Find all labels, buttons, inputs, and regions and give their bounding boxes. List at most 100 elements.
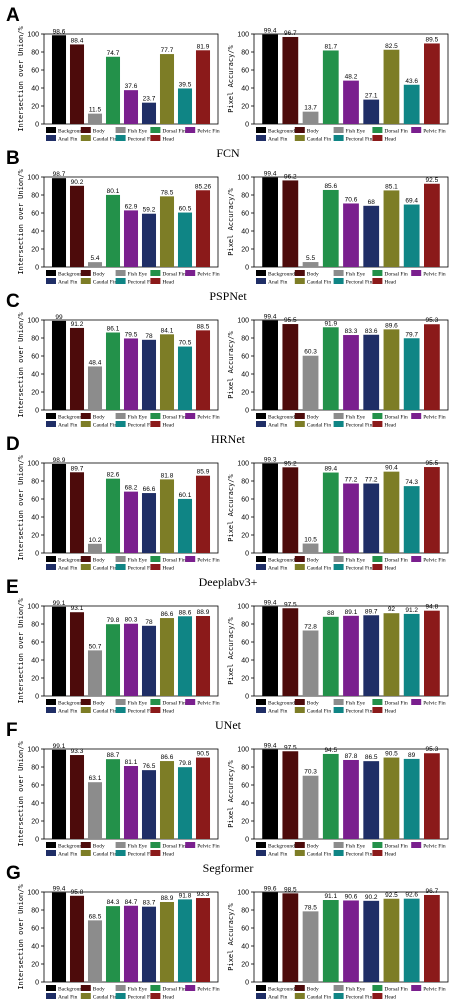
bar-value-label: 89 (408, 752, 416, 759)
y-tick-label: 100 (27, 318, 39, 325)
legend-label: Background (268, 272, 295, 278)
bar-fish-eye (87, 366, 103, 410)
y-tick-label: 40 (31, 86, 39, 93)
y-tick-label: 80 (31, 193, 39, 200)
bar-value-label: 94.8 (426, 604, 439, 611)
y-tick-label: 80 (241, 479, 249, 486)
legend-swatch (150, 556, 161, 562)
bar-dorsal-fin (105, 478, 121, 553)
bar-value-label: 77.2 (345, 477, 358, 484)
legend-swatch (46, 985, 56, 991)
legend-label: Head (162, 995, 174, 999)
bar-dorsal-fin (322, 327, 339, 410)
bar-anal-fin (141, 770, 157, 839)
legend-label: Fish Eye (346, 129, 366, 135)
bar-fish-eye (302, 775, 319, 839)
y-tick-label: 0 (35, 265, 39, 272)
y-tick-label: 40 (241, 944, 249, 951)
bar-value-label: 81.8 (161, 472, 174, 479)
legend-swatch (150, 270, 161, 276)
bar-caudal-fin (159, 479, 175, 553)
y-tick-label: 100 (237, 604, 249, 611)
bar-head (195, 615, 211, 696)
legend-swatch (115, 135, 126, 141)
y-tick-label: 0 (35, 408, 39, 415)
y-tick-label: 20 (31, 676, 39, 683)
legend-label: Dorsal Fin (384, 272, 408, 278)
bar-value-label: 90.6 (345, 893, 358, 900)
legend-label: Pectoral Fin (128, 852, 155, 858)
bar-value-label: 60.1 (179, 492, 192, 499)
bar-value-label: 84.7 (125, 899, 138, 906)
legend-swatch (372, 564, 383, 570)
bar-background (51, 320, 67, 410)
bar-value-label: 95.3 (426, 317, 439, 324)
y-tick-label: 100 (237, 175, 249, 182)
legend-label: Caudal Fin (307, 566, 332, 572)
y-tick-label: 60 (241, 926, 249, 933)
bar-value-label: 43.6 (405, 78, 418, 85)
bar-head (424, 183, 440, 267)
bar-value-label: 39.5 (179, 81, 192, 88)
legend-label: Pelvic Fin (423, 272, 446, 278)
bar-value-label: 91.2 (405, 607, 418, 614)
legend-swatch (333, 556, 344, 562)
bar-body (69, 612, 85, 696)
y-tick-label: 60 (241, 783, 249, 790)
legend-swatch (46, 413, 56, 419)
bar-background (262, 34, 278, 124)
legend-label: Pectoral Fin (346, 566, 373, 572)
bar-value-label: 10.5 (304, 537, 317, 544)
legend-swatch (411, 985, 422, 991)
bar-anal-fin (141, 625, 157, 696)
y-tick-label: 80 (31, 479, 39, 486)
bar-dorsal-fin (322, 616, 339, 696)
legend-swatch (333, 278, 344, 284)
legend-swatch (185, 556, 196, 562)
panel-letter: A (6, 5, 20, 26)
legend-swatch (80, 556, 91, 562)
bar-value-label: 78 (145, 333, 153, 340)
legend-label: Dorsal Fin (162, 558, 186, 564)
bar-value-label: 83.7 (143, 900, 156, 907)
bar-body (282, 893, 299, 982)
legend-label: Body (307, 415, 319, 421)
legend-label: Caudal Fin (307, 995, 332, 999)
bar-value-label: 98.5 (284, 886, 297, 893)
y-tick-label: 60 (31, 783, 39, 790)
legend-label: Fish Eye (128, 129, 148, 135)
bar-pectoral-fin (403, 204, 420, 267)
y-tick-label: 0 (245, 551, 249, 558)
legend-label: Background (58, 701, 85, 707)
y-axis-label: Intersection over Union/% (17, 741, 25, 847)
legend-swatch (46, 270, 56, 276)
bar-value-label: 89.7 (71, 465, 84, 472)
legend-swatch (372, 278, 383, 284)
bar-value-label: 79.8 (107, 617, 120, 624)
bar-value-label: 91.2 (71, 321, 84, 328)
legend-label: Pectoral Fin (346, 995, 373, 999)
model-caption: Segformer (203, 861, 254, 875)
bar-value-label: 74.3 (405, 479, 418, 486)
bar-head (424, 324, 440, 410)
y-tick-label: 100 (237, 461, 249, 468)
legend-swatch (294, 278, 305, 284)
y-tick-label: 20 (241, 819, 249, 826)
bar-value-label: 5.4 (90, 255, 99, 262)
legend-label: Head (162, 566, 174, 572)
legend-swatch (333, 127, 344, 133)
bar-value-label: 89.6 (385, 322, 398, 329)
bar-anal-fin (141, 906, 157, 982)
y-tick-label: 60 (31, 497, 39, 504)
y-tick-label: 80 (241, 622, 249, 629)
legend-swatch (185, 413, 196, 419)
y-tick-label: 60 (241, 640, 249, 647)
legend-swatch (185, 127, 196, 133)
